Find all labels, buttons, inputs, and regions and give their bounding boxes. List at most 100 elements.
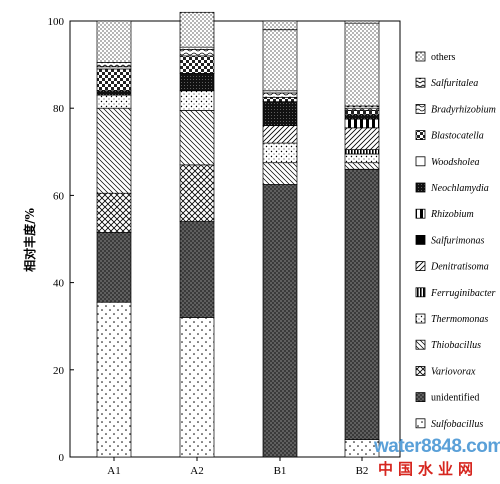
bar-segment bbox=[96, 232, 132, 303]
bar-segment bbox=[179, 48, 215, 57]
bar-segment bbox=[262, 184, 298, 458]
bar-segment bbox=[262, 142, 298, 164]
y-tick-label: 80 bbox=[53, 103, 65, 115]
bar-segment bbox=[179, 164, 215, 222]
x-tick-label: A1 bbox=[107, 465, 120, 477]
watermark-url: water8848.com bbox=[374, 436, 500, 457]
legend-item: Rhizobium bbox=[415, 208, 474, 220]
x-tick-label: A2 bbox=[190, 465, 203, 477]
x-tick-label: B2 bbox=[356, 465, 369, 477]
bar-segment bbox=[344, 22, 380, 107]
bar-segment bbox=[344, 110, 380, 116]
bar-segment bbox=[179, 221, 215, 318]
bar-segment bbox=[262, 125, 298, 144]
legend-item: unidentified bbox=[415, 392, 479, 404]
legend-label: others bbox=[431, 52, 456, 63]
legend-label: Thermomonas bbox=[431, 314, 488, 325]
y-tick-label: 100 bbox=[48, 16, 65, 28]
bar-segment bbox=[262, 162, 298, 185]
bar-stack-b2 bbox=[344, 20, 380, 458]
y-tick-label: 40 bbox=[53, 278, 65, 290]
legend-swatch bbox=[415, 234, 426, 245]
bar-segment bbox=[344, 118, 380, 129]
legend-item: Woodsholea bbox=[415, 156, 480, 168]
legend-item: Thermomonas bbox=[415, 313, 488, 325]
plot-frame bbox=[69, 20, 401, 458]
legend-label: Denitratisoma bbox=[430, 262, 489, 273]
bar-segment bbox=[179, 110, 215, 166]
bar-segment bbox=[96, 90, 132, 96]
legend-item: Denitratisoma bbox=[415, 261, 489, 273]
legend-item: Neochlamydia bbox=[415, 182, 489, 194]
bar-segment bbox=[179, 72, 215, 92]
legend-label: Sulfobacillus bbox=[431, 419, 483, 430]
legend-item: others bbox=[415, 51, 456, 63]
bar-segment bbox=[96, 62, 132, 68]
legend-label: Ferruginibacter bbox=[430, 288, 496, 299]
bar-segment bbox=[96, 94, 132, 109]
y-axis: 0 20 40 60 80 100 bbox=[48, 16, 74, 464]
legend-item: Sulfobacillus bbox=[415, 418, 483, 430]
legend-swatch bbox=[415, 365, 426, 376]
legend-item: Bradyrhizobium bbox=[415, 104, 496, 115]
x-axis: A1 A2 B1 B2 bbox=[107, 457, 368, 477]
legend-swatch bbox=[415, 182, 426, 193]
bar-segment bbox=[262, 96, 298, 103]
bar-segment bbox=[96, 192, 132, 233]
bar-stack-a2 bbox=[179, 11, 215, 458]
legend-item: Salfurimonas bbox=[415, 234, 484, 246]
bar-segment bbox=[344, 153, 380, 164]
bar-segment bbox=[344, 149, 380, 155]
legend-swatch bbox=[415, 287, 426, 298]
y-tick-label: 0 bbox=[59, 452, 65, 464]
legend-item: Salfuritalea bbox=[415, 77, 478, 89]
bar-segment bbox=[344, 20, 380, 24]
legend-label: Blastocatella bbox=[431, 131, 484, 142]
legend-label: unidentified bbox=[431, 393, 479, 404]
bar-segment bbox=[262, 29, 298, 92]
x-tick-label: B1 bbox=[274, 465, 287, 477]
bar-segment bbox=[96, 68, 132, 92]
bars-group bbox=[96, 11, 380, 458]
bar-segment bbox=[262, 101, 298, 126]
bar-segment bbox=[262, 92, 298, 98]
legend-item: Variovorax bbox=[415, 365, 476, 377]
legend-label: Salfuritalea bbox=[431, 78, 478, 89]
bar-segment bbox=[96, 20, 132, 63]
legend-swatch bbox=[415, 261, 426, 272]
legend-label: Woodsholea bbox=[431, 157, 480, 168]
legend-swatch bbox=[415, 104, 426, 114]
bar-stack-b1 bbox=[262, 20, 298, 458]
legend-swatch bbox=[415, 77, 426, 88]
legend-swatch bbox=[415, 51, 426, 62]
watermark-text: 中国水业网 bbox=[378, 460, 479, 478]
legend: others Salfuritalea Bradyrhizobium Blastoca… bbox=[415, 51, 496, 430]
legend-label: Variovorax bbox=[431, 366, 476, 377]
bar-segment bbox=[179, 90, 215, 111]
bar-segment bbox=[179, 11, 215, 48]
legend-swatch bbox=[415, 156, 426, 167]
bar-segment bbox=[344, 114, 380, 120]
legend-label: Bradyrhizobium bbox=[431, 104, 496, 115]
legend-swatch bbox=[415, 392, 426, 403]
legend-label: Thiobacillus bbox=[431, 340, 481, 351]
bar-segment bbox=[179, 317, 215, 458]
legend-label: Salfurimonas bbox=[431, 235, 484, 246]
y-tick-label: 20 bbox=[53, 365, 65, 377]
legend-swatch bbox=[415, 418, 426, 429]
legend-label: Neochlamydia bbox=[430, 183, 489, 194]
legend-item: Blastocatella bbox=[415, 130, 484, 142]
y-tick-label: 60 bbox=[53, 190, 65, 202]
legend-swatch bbox=[415, 339, 426, 350]
bar-segment bbox=[344, 162, 380, 170]
legend-swatch bbox=[415, 130, 426, 141]
legend-item: Thiobacillus bbox=[415, 339, 481, 351]
legend-label: Rhizobium bbox=[430, 209, 474, 220]
bar-segment bbox=[179, 55, 215, 74]
y-axis-label: 相对丰度/% bbox=[22, 208, 37, 272]
legend-item: Ferruginibacter bbox=[415, 287, 496, 299]
legend-swatch bbox=[415, 208, 426, 219]
bar-segment bbox=[96, 107, 132, 194]
bar-segment bbox=[344, 127, 380, 150]
